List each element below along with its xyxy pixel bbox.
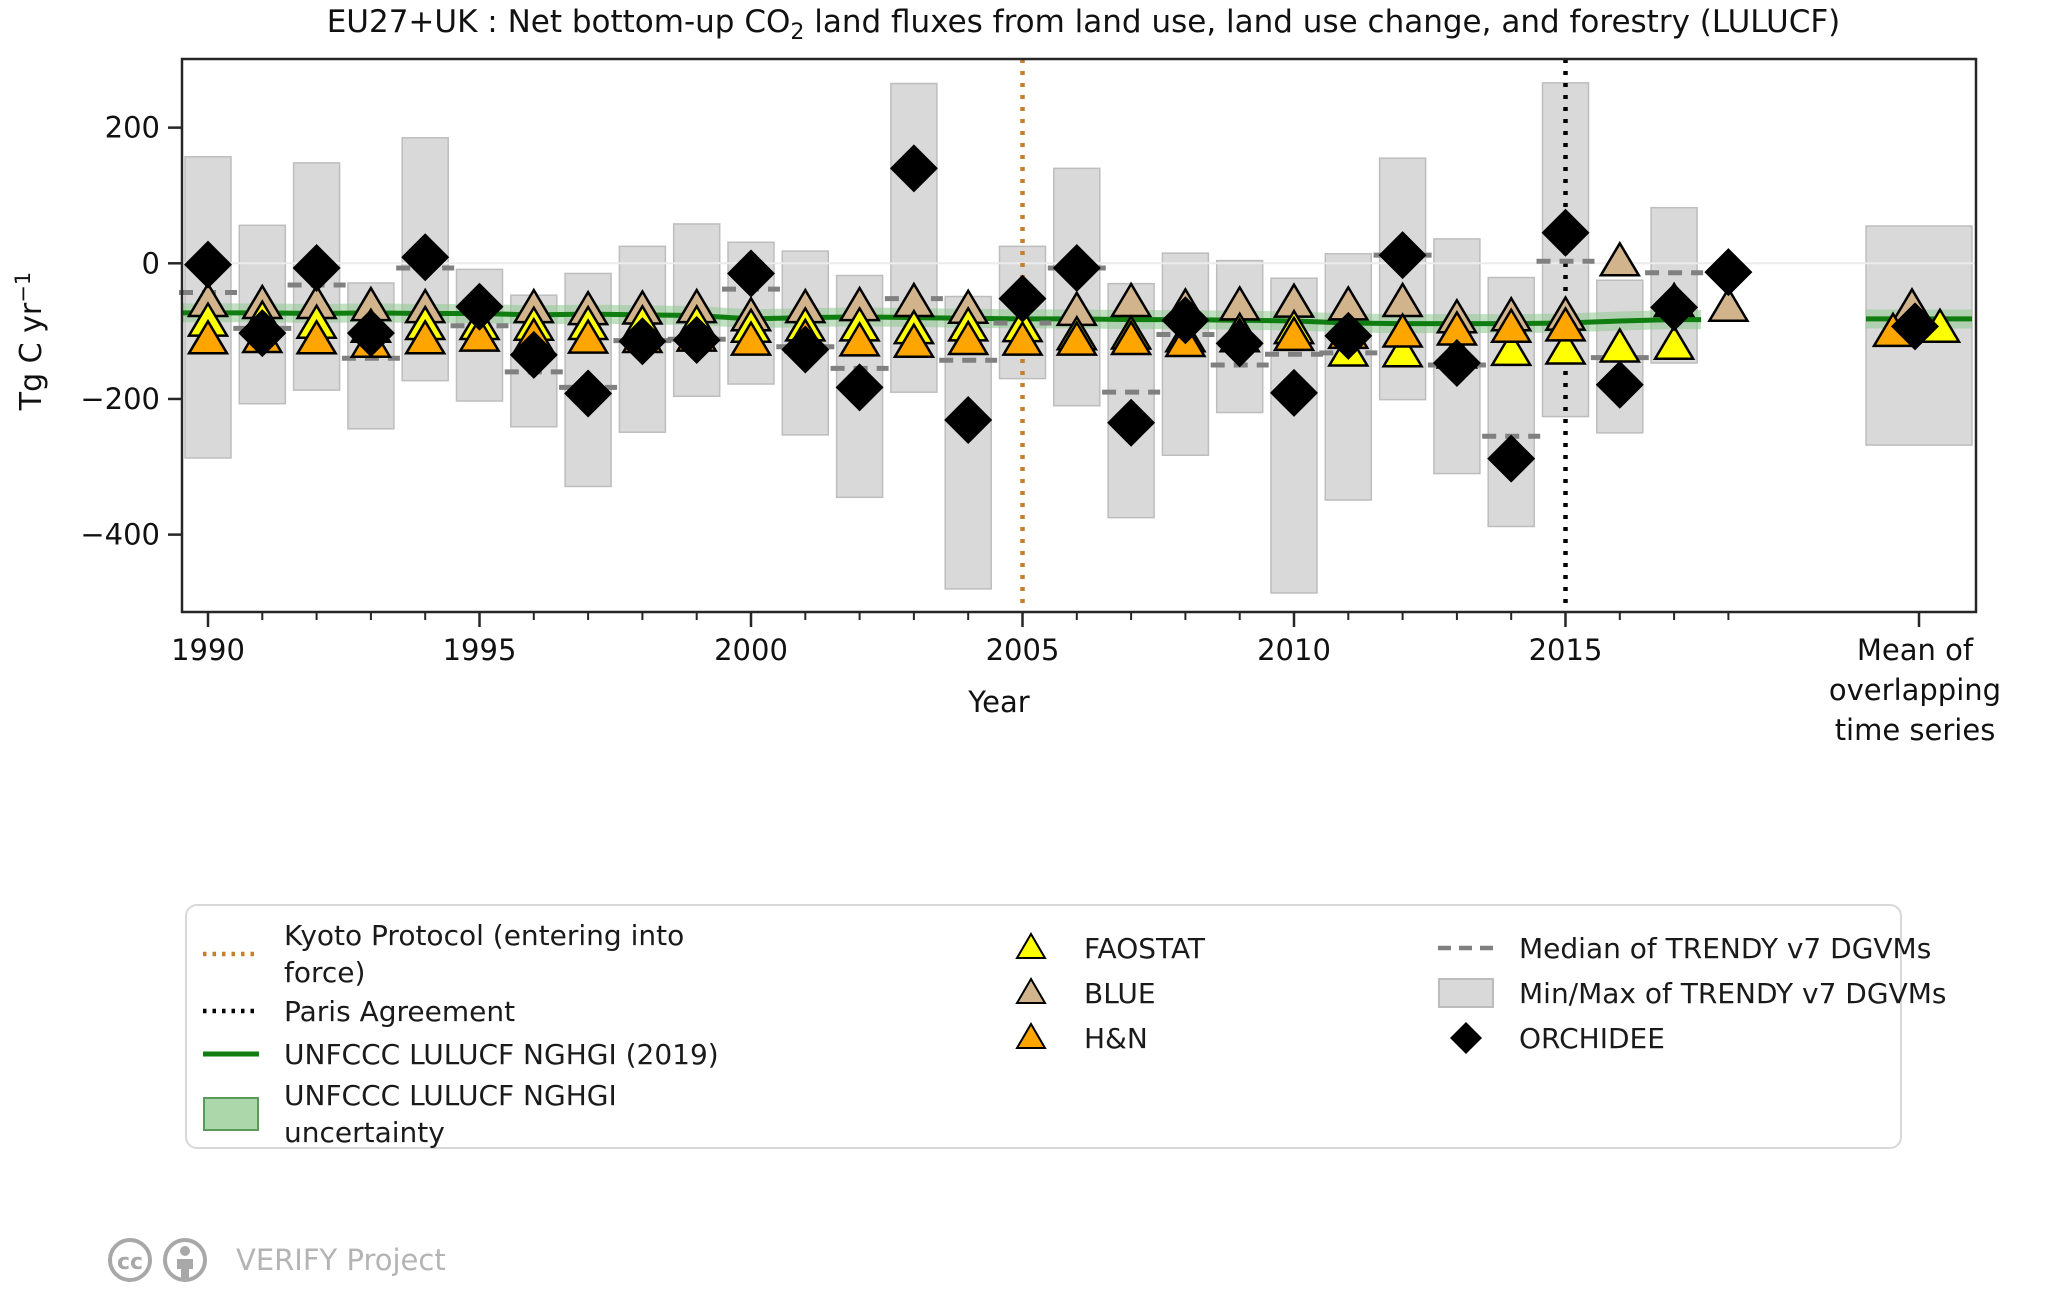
minmax-box-swatch [1435, 973, 1497, 1013]
legend-item-label: UNFCCC LULUCF NGHGI uncertainty [284, 1077, 617, 1151]
plot-area: 2000−200−400199019952000200520102015Mean… [0, 0, 2067, 900]
legend-item-label: Paris Agreement [284, 993, 515, 1030]
x-tick-label: 2010 [1257, 633, 1331, 667]
blue-triangle-swatch [1000, 973, 1062, 1013]
footer-project-label: VERIFY Project [236, 1243, 446, 1277]
y-tick-label: −400 [80, 518, 160, 552]
legend-item-hn-triangle: H&N [1000, 1018, 1148, 1058]
legend-item-label: BLUE [1084, 975, 1156, 1012]
median-dashed-line-swatch [1435, 928, 1497, 968]
kyoto-dotted-line-swatch [200, 934, 262, 974]
x-tick-label: 2015 [1529, 633, 1603, 667]
cc-icon: cc [110, 1240, 150, 1280]
nghgi-line-swatch [200, 1034, 262, 1074]
legend-item-label: Median of TRENDY v7 DGVMs [1519, 930, 1931, 967]
y-tick-label: 0 [142, 246, 160, 280]
x-tick-label: 2005 [986, 633, 1060, 667]
attribution-icon [165, 1240, 205, 1281]
hn-triangle-swatch [1000, 1018, 1062, 1058]
figure-footer: cc VERIFY Project [100, 1232, 446, 1288]
legend-item-minmax-box: Min/Max of TRENDY v7 DGVMs [1435, 973, 1946, 1013]
x-axis-label: Year [967, 685, 1029, 719]
data-marker [1601, 243, 1639, 275]
x-tick-label: 1990 [171, 633, 245, 667]
orchidee-diamond-swatch [1435, 1018, 1497, 1058]
mean-axis-label-line: overlapping [1829, 673, 2001, 707]
legend-item-blue-triangle: BLUE [1000, 973, 1156, 1013]
nghgi-uncertainty-box-swatch [200, 1094, 262, 1134]
legend-item-label: FAOSTAT [1084, 930, 1205, 967]
legend-item-median-dashed-line: Median of TRENDY v7 DGVMs [1435, 928, 1931, 968]
legend-item-orchidee-diamond: ORCHIDEE [1435, 1018, 1665, 1058]
legend-item-paris-dotted-line: Paris Agreement [200, 991, 515, 1031]
y-axis-label-text: Tg C yr [14, 303, 49, 410]
paris-dotted-line-swatch [200, 991, 262, 1031]
faostat-triangle-swatch [1000, 928, 1062, 968]
legend-item-label: ORCHIDEE [1519, 1020, 1665, 1057]
data-marker [1704, 248, 1752, 296]
x-tick-label: 1995 [443, 633, 517, 667]
legend-item-faostat-triangle: FAOSTAT [1000, 928, 1205, 968]
legend-item-label: H&N [1084, 1020, 1148, 1057]
y-axis-label-exponent: −1 [11, 272, 35, 303]
legend-item-nghgi-line: UNFCCC LULUCF NGHGI (2019) [200, 1034, 719, 1074]
mean-axis-label-line: Mean of [1857, 633, 1974, 667]
mean-axis-label-line: time series [1835, 713, 1996, 747]
figure-canvas: EU27+UK : Net bottom-up CO2 land fluxes … [0, 0, 2067, 1304]
legend-item-kyoto-dotted-line: Kyoto Protocol (entering into force) [200, 917, 684, 991]
legend-item-label: Min/Max of TRENDY v7 DGVMs [1519, 975, 1946, 1012]
y-tick-label: −200 [80, 382, 160, 416]
svg-text:cc: cc [117, 1250, 143, 1275]
y-tick-label: 200 [105, 111, 160, 145]
y-axis-label: Tg C yr−1 [11, 161, 49, 521]
legend-item-label: Kyoto Protocol (entering into force) [284, 917, 684, 991]
license-icons: cc [100, 1232, 230, 1288]
legend-item-label: UNFCCC LULUCF NGHGI (2019) [284, 1036, 719, 1073]
legend-item-nghgi-uncertainty-box: UNFCCC LULUCF NGHGI uncertainty [200, 1077, 617, 1151]
x-tick-label: 2000 [714, 633, 788, 667]
